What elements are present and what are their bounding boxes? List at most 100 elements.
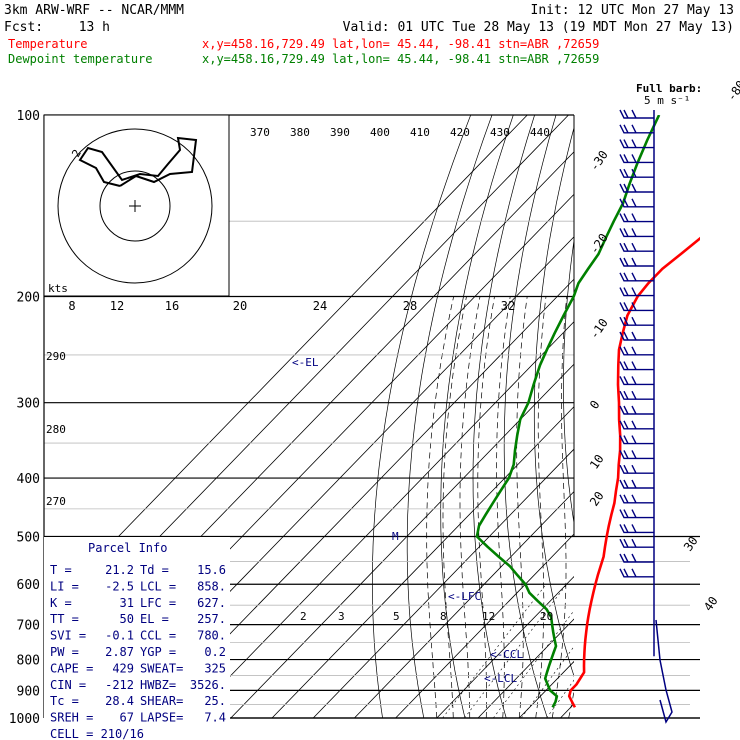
isotherm <box>230 363 574 718</box>
wind-barb <box>619 124 654 134</box>
wind-barb-flag <box>631 228 637 237</box>
parcel-value: 627. <box>197 596 226 610</box>
speed-label: 32 <box>501 299 515 313</box>
wind-barb-flag <box>623 242 629 252</box>
hodograph-trace <box>78 136 198 187</box>
dewpoint-line <box>475 115 661 708</box>
parcel-info-title: Parcel Info <box>88 541 167 555</box>
parcel-value: -2.5 <box>105 579 134 593</box>
wind-barb-flag <box>631 361 637 370</box>
wind-barb <box>619 361 654 371</box>
wind-barb-flag <box>623 287 629 296</box>
isotherm <box>312 448 574 718</box>
dry-adiabat <box>372 115 472 718</box>
parcel-value: 3526. <box>190 678 226 692</box>
isotherm-label: 10 <box>587 452 607 472</box>
wind-barb <box>619 376 654 386</box>
dry-adiabat <box>406 115 493 718</box>
parcel-key: YGP = <box>140 645 176 659</box>
parcel-key: TT = <box>50 612 79 626</box>
wind-barb-flag <box>623 553 629 563</box>
wind-barb-flag <box>631 198 637 208</box>
wind-barb <box>619 139 654 149</box>
parcel-key: Td = <box>140 563 169 577</box>
mixing-ratio-label: 3 <box>338 610 345 623</box>
parcel-value: 21.2 <box>105 563 134 577</box>
mixing-ratio-label: 5 <box>393 610 400 623</box>
wind-barb <box>619 228 654 238</box>
wind-barb <box>619 331 654 341</box>
parcel-cell: CELL = 210/16 <box>50 727 144 740</box>
mixing-ratio-line <box>546 679 574 718</box>
wind-barb <box>619 302 654 312</box>
moist-adiabat <box>618 297 678 719</box>
wind-barb <box>619 524 654 534</box>
lcl-marker: <-LCL <box>484 672 517 685</box>
fcst-label: Fcst: <box>4 20 43 35</box>
theta-label: 290 <box>46 350 66 363</box>
pressure-label: 100 <box>17 109 40 124</box>
mixing-ratio-label: 2 <box>300 610 307 623</box>
wind-barb <box>619 183 654 193</box>
pressure-label: 600 <box>17 578 40 593</box>
speed-label: 28 <box>403 299 417 313</box>
dry-adiabat <box>619 115 712 718</box>
wind-barb-flag <box>631 213 637 222</box>
wind-barb <box>619 568 654 578</box>
wind-barb-flag <box>631 435 637 444</box>
wind-barb <box>619 257 654 267</box>
wind-barb <box>619 553 654 563</box>
wind-barb <box>619 154 654 164</box>
hodograph-ring <box>57 128 213 284</box>
wind-barb <box>619 346 654 356</box>
wind-barb-flag <box>631 154 637 163</box>
wind-barb-flag <box>631 450 637 459</box>
parcel-key: Tc = <box>50 694 79 708</box>
model-title: 3km ARW-WRF -- NCAR/MMM <box>4 3 184 18</box>
parcel-value: 2.87 <box>105 645 134 659</box>
wind-barb-flag <box>631 124 637 134</box>
lfc-marker: <-LFC <box>448 590 481 603</box>
theta-label: 280 <box>46 423 66 436</box>
parcel-info-panel: Parcel Info T = 21.2 Td = 15.6 LI = -2.5 LCL =… <box>44 537 230 740</box>
moist-adiabat <box>459 296 481 718</box>
mixing-ratio-label: 8 <box>440 610 447 623</box>
pressure-label: 300 <box>17 397 40 412</box>
theta-label: 400 <box>370 126 390 139</box>
wind-barb-flag <box>623 124 629 134</box>
wind-barb <box>619 109 654 119</box>
valid-time: Valid: 01 UTC Tue 28 May 13 (19 MDT Mon … <box>343 20 734 35</box>
parcel-key: LCL = <box>140 579 176 593</box>
el-marker: <-EL <box>292 356 319 369</box>
wind-barb <box>619 420 654 430</box>
wind-barb <box>619 509 654 519</box>
wind-barb-flag <box>631 464 637 474</box>
wind-barb-flag <box>623 494 629 504</box>
wind-barb-flag <box>623 361 629 370</box>
wind-barb <box>619 272 654 282</box>
wind-barb-flag <box>623 257 629 267</box>
isotherm <box>44 115 528 614</box>
parcel-value: 28.4 <box>105 694 134 708</box>
wind-barb <box>619 538 654 548</box>
dry-adiabat <box>440 115 514 718</box>
pressure-label: 500 <box>17 530 40 545</box>
wind-barb-flag <box>623 168 629 178</box>
parcel-value: 67 <box>120 711 134 725</box>
parcel-key: EL = <box>140 612 169 626</box>
wind-barb-flag <box>631 420 637 430</box>
mixing-ratio-line <box>580 584 676 718</box>
wind-barb-flag <box>623 479 629 489</box>
wind-barb-flag <box>623 346 629 356</box>
parcel-value: 780. <box>197 629 226 643</box>
wind-barb-flag <box>623 198 629 208</box>
wind-barb-flag <box>623 405 629 415</box>
wind-barb-flag <box>623 139 629 148</box>
wind-barb-flag <box>623 213 629 222</box>
wind-barb <box>619 435 654 445</box>
pressure-label: 200 <box>17 291 40 306</box>
dewpoint-info: x,y=458.16,729.49 lat,lon= 45.44, -98.41… <box>202 52 599 66</box>
mixing-ratio-label: 12 <box>482 610 495 623</box>
wind-barb-flag <box>623 302 629 311</box>
isotherm-label: -80 <box>724 78 740 104</box>
